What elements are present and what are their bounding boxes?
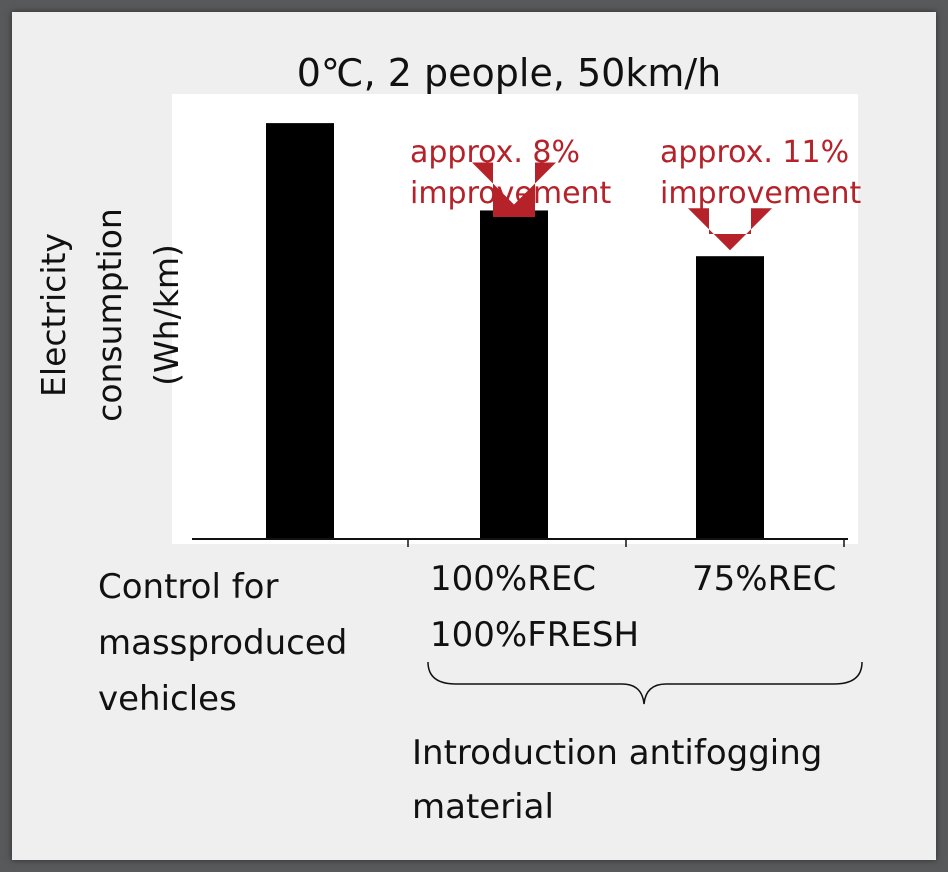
y-axis-label-line-3: (Wh/km) bbox=[147, 244, 186, 386]
category-label-2-line-2: 100%FRESH bbox=[430, 615, 639, 655]
bar-1 bbox=[266, 123, 334, 539]
improvement-arrow-bar-2 bbox=[472, 162, 556, 217]
bar-2 bbox=[480, 210, 548, 539]
bar-3 bbox=[696, 256, 764, 539]
category-label-1-line-1: Control for bbox=[98, 567, 278, 607]
y-axis-label-line-1: Electricity bbox=[34, 233, 73, 397]
bar-chart: 0℃, 2 people, 50km/h Electricity consump… bbox=[34, 51, 863, 827]
chart-frame: 0℃, 2 people, 50km/h Electricity consump… bbox=[12, 12, 936, 860]
chart-title: 0℃, 2 people, 50km/h bbox=[297, 51, 722, 95]
group-brace bbox=[427, 661, 863, 705]
y-axis-label-line-2: consumption bbox=[90, 208, 129, 422]
group-label-line-2: material bbox=[412, 787, 554, 827]
category-label-2-line-1: 100%REC bbox=[430, 559, 596, 599]
bar-group bbox=[266, 123, 764, 539]
category-label-3-line-1: 75%REC bbox=[692, 559, 836, 599]
category-label-1-line-3: vehicles bbox=[98, 679, 237, 719]
annotation-bar-3-line-2: improvement bbox=[660, 176, 862, 211]
category-label-1-line-2: massproduced bbox=[98, 623, 347, 663]
annotation-bar-2-line-2: improvement bbox=[410, 176, 612, 211]
y-axis-label: Electricity consumption (Wh/km) bbox=[34, 208, 186, 422]
annotation-bar-2-line-1: approx. 8% bbox=[410, 135, 580, 170]
annotation-bar-3-line-1: approx. 11% bbox=[660, 135, 849, 170]
group-label-line-1: Introduction antifogging bbox=[412, 733, 822, 773]
arrow-group bbox=[472, 162, 772, 251]
improvement-arrow-bar-3 bbox=[688, 208, 772, 251]
